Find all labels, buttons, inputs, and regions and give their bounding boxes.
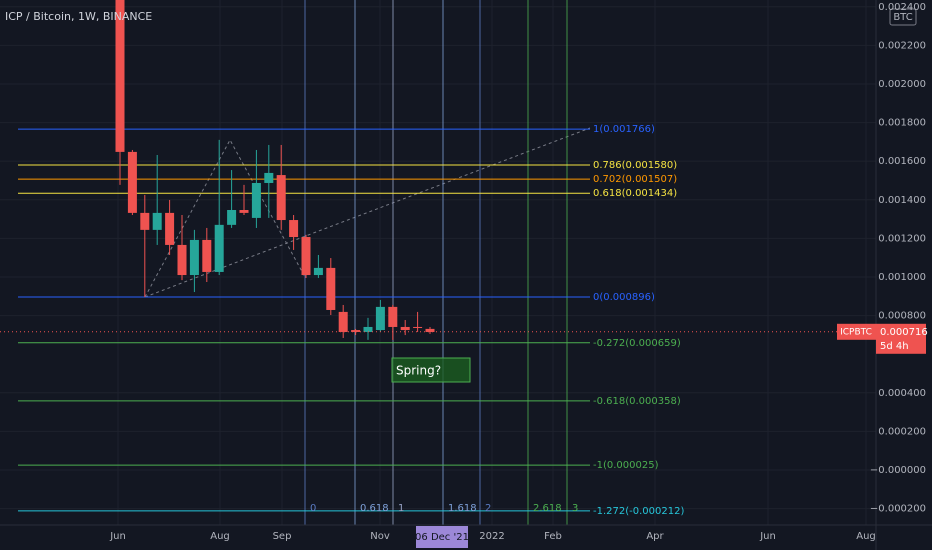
time-fib-label: 2.618 (533, 503, 562, 514)
annotation: Spring? (396, 364, 441, 378)
y-tick-label: 0.001600 (878, 156, 926, 167)
candle-body (239, 210, 249, 213)
plot-area (0, 0, 876, 525)
candle-body (115, 0, 125, 152)
trend-line (144, 127, 591, 298)
cursor-date: 06 Dec '21 (415, 532, 469, 543)
chart-title: ICP / Bitcoin, 1W, BINANCE (5, 10, 152, 23)
countdown: 5d 4h (880, 341, 909, 352)
candle-body (289, 220, 299, 238)
price-box (876, 323, 926, 354)
y-tick-label: −0.000000 (870, 465, 926, 476)
currency: BTC (893, 12, 912, 23)
fib-label: -1.272(-0.000212) (593, 506, 684, 517)
currency-box (889, 8, 917, 26)
fib-label: 1(0.001766) (593, 124, 655, 135)
x-tick-label: Aug (210, 531, 230, 542)
candle-body (276, 175, 286, 221)
symbol-label: ICPBTC (840, 327, 872, 337)
y-tick-label: −0.000200 (870, 504, 926, 515)
fib-label: 0.786(0.001580) (593, 160, 677, 171)
candle-body (301, 237, 311, 276)
candle-body (202, 239, 212, 272)
fib-label: 0.618(0.001434) (593, 188, 677, 199)
candle-body (351, 330, 361, 332)
x-tick-label: Aug (856, 531, 876, 542)
candle-body (127, 151, 137, 213)
x-tick-label: Feb (544, 531, 562, 542)
fib-label: -0.272(0.000659) (593, 338, 681, 349)
fib-label: -0.618(0.000358) (593, 396, 681, 407)
candle-body (165, 212, 175, 245)
time-fib-label: 0 (310, 503, 316, 514)
x-tick-label: Sep (273, 531, 292, 542)
symbol-box (837, 323, 876, 340)
y-tick-label: 0.002000 (878, 79, 926, 90)
y-tick-label: 0.001800 (878, 118, 926, 129)
x-tick-label: Jun (109, 531, 126, 542)
fib-label: 0.702(0.001507) (593, 174, 677, 185)
trend-line (144, 138, 306, 298)
x-tick-label: Jun (759, 531, 776, 542)
fib-label: -1(0.000025) (593, 460, 659, 471)
candle-body (227, 210, 237, 225)
y-tick-label: 0.000400 (878, 388, 926, 399)
y-tick-label: 0.001000 (878, 272, 926, 283)
candle-body (363, 326, 373, 332)
last-price: 0.000716 (880, 327, 928, 338)
time-fib-label: 3 (572, 503, 578, 514)
candle-body (214, 224, 224, 272)
candle-body (388, 306, 398, 327)
y-tick-label: 0.000800 (878, 311, 926, 322)
candle-body (400, 326, 410, 331)
x-tick-label: 2022 (479, 531, 504, 542)
fib-label: 0(0.000896) (593, 292, 655, 303)
x-tick-label: Nov (370, 531, 390, 542)
y-tick-label: 0.002400 (878, 2, 926, 13)
cursor-date-box (416, 526, 468, 548)
candle-body (177, 244, 187, 276)
candle-body (425, 328, 435, 332)
grid (0, 0, 876, 525)
y-tick-label: 0.002200 (878, 40, 926, 51)
candle-body (413, 326, 423, 328)
time-fib-label: 1.618 (448, 503, 477, 514)
time-fib-label: 2 (485, 503, 491, 514)
candle-body (375, 306, 385, 331)
y-tick-label: 0.001200 (878, 233, 926, 244)
candle-body (251, 182, 261, 218)
annotation-box (391, 357, 471, 383)
y-tick-label: 0.001400 (878, 195, 926, 206)
y-tick-label: 0.000200 (878, 426, 926, 437)
x-tick-label: Apr (646, 531, 664, 542)
candle-body (264, 172, 274, 183)
candle-body (313, 267, 323, 276)
candle-body (326, 267, 336, 310)
time-fib-label: 1 (398, 503, 404, 514)
time-fib-label: 0.618 (360, 503, 389, 514)
candle-body (189, 239, 199, 276)
candle-body (338, 311, 348, 332)
candle-body (152, 212, 162, 230)
candle-body (140, 212, 150, 230)
